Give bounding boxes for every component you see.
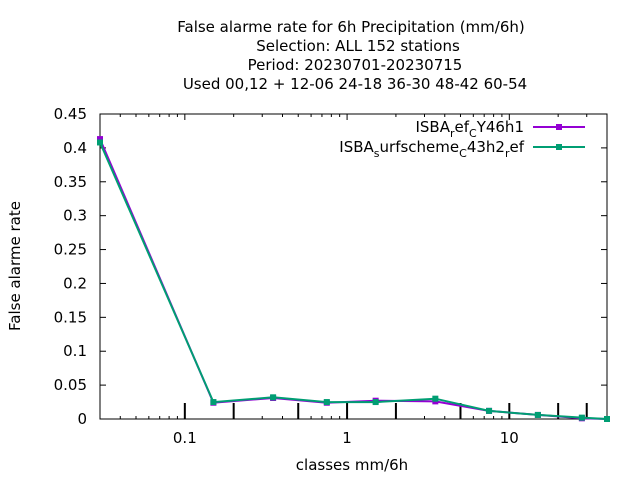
x-axis-label: classes mm/6h [296, 456, 408, 474]
series-layer [97, 136, 610, 422]
y-tick-label: 0.2 [63, 274, 87, 292]
legend-subscript: s [374, 147, 380, 160]
y-tick-label: 0.35 [54, 173, 87, 191]
title-line-2: Selection: ALL 152 stations [256, 37, 460, 55]
y-tick-label: 0.3 [63, 207, 87, 225]
series-point-1 [97, 136, 103, 143]
y-tick-label: 0.15 [54, 308, 87, 326]
legend-subscript: r [505, 147, 510, 160]
y-tick-label: 0 [77, 410, 87, 428]
x-tick-label: 1 [342, 429, 352, 447]
title-line-3: Period: 20230701-20230715 [248, 56, 463, 74]
series-point-2 [372, 399, 379, 406]
series-point-2 [432, 395, 439, 402]
series-line-2 [99, 142, 608, 420]
legend-subscript: C [459, 147, 467, 160]
series-point-2 [604, 416, 610, 422]
series-point-2 [578, 414, 585, 421]
legend-text-part: ISBA [339, 138, 374, 156]
x-axis: 0.1 1 10 [99, 114, 608, 447]
plot-frame [99, 113, 608, 420]
series-point-2 [534, 411, 541, 418]
legend-text-part: ef [509, 138, 524, 156]
legend-marker-2 [556, 144, 562, 150]
title-line-1: False alarme rate for 6h Precipitation (… [177, 18, 525, 36]
legend-text-part: Y46h1 [476, 118, 524, 136]
series-point-2 [210, 399, 217, 406]
y-tick-label: 0.1 [63, 342, 87, 360]
legend-text-part: urfscheme [380, 138, 460, 156]
y-tick-label: 0.4 [63, 139, 87, 157]
legend-subscript: r [450, 127, 455, 140]
series-point-2 [97, 139, 103, 146]
y-tick-label: 0.05 [54, 376, 87, 394]
legend-label-1: ISBArefCY46h1 [415, 118, 524, 140]
legend-text-part: 43h2 [467, 138, 505, 156]
y-axis-label: False alarme rate [6, 201, 24, 331]
y-tick-label: 0.45 [54, 105, 87, 123]
series-line-1 [99, 138, 608, 420]
title-line-4: Used 00,12 + 12-06 24-18 36-30 48-42 60-… [183, 75, 527, 93]
legend-marker-1 [556, 124, 562, 130]
y-tick-label: 0.25 [54, 241, 87, 259]
series-point-2 [486, 407, 493, 414]
legend-subscript: C [469, 127, 477, 140]
legend-text-part: ef [454, 118, 469, 136]
y-axis: 0 0.05 0.1 0.15 0.2 0.25 0.3 0.35 0.4 0.45 [54, 105, 607, 428]
class-markers [183, 403, 588, 419]
legend-label-2: ISBAsurfschemeC43h2ref [339, 138, 524, 160]
series-point-2 [323, 399, 330, 406]
x-tick-label: 10 [500, 429, 519, 447]
series-point-2 [270, 394, 277, 401]
chart-title: False alarme rate for 6h Precipitation (… [177, 18, 527, 93]
legend-text-part: ISBA [415, 118, 450, 136]
x-tick-label: 0.1 [173, 429, 197, 447]
